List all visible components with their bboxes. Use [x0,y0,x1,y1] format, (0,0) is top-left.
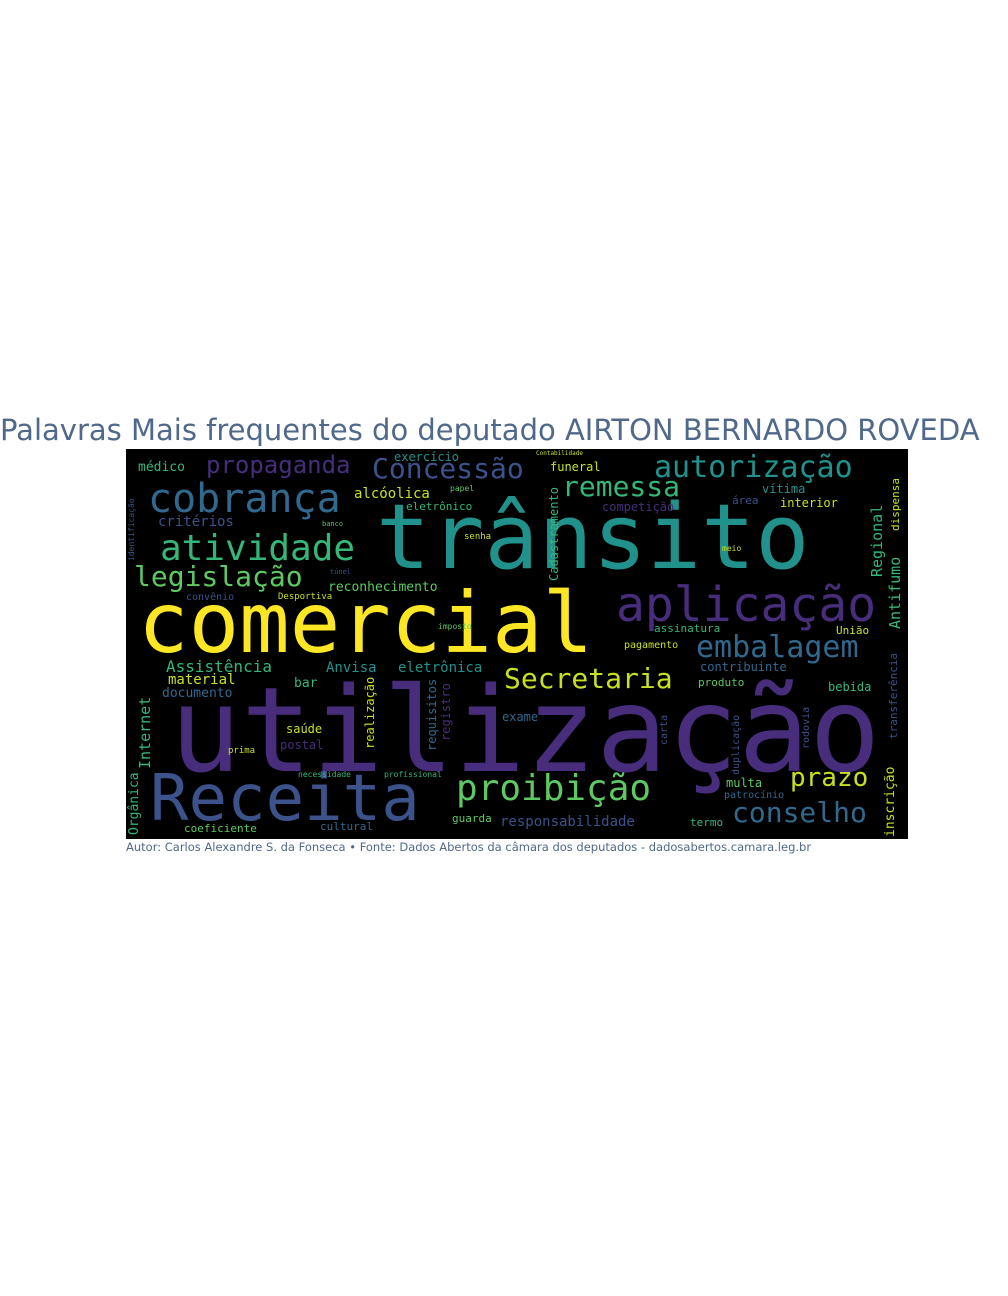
word-interior: interior [780,496,838,510]
word-alcoolica: alcóolica [354,486,430,502]
word-utilizacao: utilização [170,661,881,799]
word-criterios: critérios [158,514,234,530]
word-patrocinio: patrocínio [724,790,785,801]
word-organica: Orgânica [127,772,142,835]
word-proibicao: proibição [456,768,652,809]
word-uniao: União [836,624,870,637]
word-secretaria: Secretaria [504,662,673,695]
word-eletronica: eletrônica [398,660,483,676]
word-funeral: funeral [550,460,601,474]
chart-title: Palavras Mais frequentes do deputado AIR… [0,413,980,447]
word-identificacao: identificação [127,498,136,561]
word-receita: Receita [150,762,420,836]
word-termo: termo [690,816,724,829]
word-saude: saúde [286,722,323,736]
word-bar: bar [294,676,318,691]
word-convenio: convênio [186,592,235,603]
word-aplicacao: aplicação [616,577,877,633]
word-carta: carta [659,714,670,745]
word-papel: papel [450,484,475,493]
word-documento: documento [162,686,233,701]
word-material: material [168,672,236,688]
word-pagamento: pagamento [624,640,679,651]
word-senha: senha [464,532,492,542]
word-guarda: guarda [452,812,492,825]
word-eletronico: eletrônico [406,500,473,513]
word-comercial: comercial [138,574,594,672]
word-cadastramento: Cadastramento [547,487,561,581]
word-reconhecimento: reconhecimento [328,580,438,595]
word-registro: registro [439,683,453,741]
word-postal: postal [280,738,324,752]
word-regional: Regional [868,504,886,577]
word-desportiva: Desportiva [278,592,333,602]
word-necessidade: necessidade [298,770,351,779]
word-duplicacao: duplicação [731,714,742,775]
word-remessa: remessa [562,470,681,503]
word-dispensa: dispensa [889,478,902,531]
word-cobranca: cobrança [148,476,341,522]
word-atividade: atividade [160,528,356,569]
word-contabilidade: Contabilidade [536,450,583,457]
word-exercicio: exercício [394,450,460,464]
word-legislacao: legislação [134,560,303,593]
word-assinatura: assinatura [654,622,721,635]
word-produto: produto [698,676,745,689]
word-multa: multa [726,776,763,790]
word-competicao: competição [602,500,675,514]
word-propaganda: propaganda [206,451,351,479]
word-realizacao: realização [363,676,377,749]
word-cloud: utilização comercial trânsito Receita ap… [126,449,908,839]
word-transferencia: transferência [887,652,900,739]
word-responsabilidade: responsabilidade [500,814,635,830]
word-bebida: bebida [828,680,872,694]
word-imposto: imposto [438,622,472,631]
word-contribuinte: contribuinte [700,660,787,674]
word-medico: médico [138,460,185,475]
word-antifumo: Antifumo [886,556,904,629]
word-exame: exame [502,710,539,724]
word-internet: Internet [136,696,154,769]
word-vitima: vítima [762,482,806,496]
word-meio: meio [722,544,742,553]
word-area: área [732,494,759,507]
word-concessao: Concessão [372,452,524,485]
word-prima: prima [228,746,256,756]
word-autorizacao: autorização [654,450,853,485]
word-profissional: profissional [384,770,442,779]
word-assistencia: Assistência [166,657,272,676]
word-prazo: prazo [790,763,869,793]
word-inscricao: inscrição [883,766,898,837]
word-conselho: conselho [732,796,867,829]
word-requisitos: requisitos [425,678,439,751]
word-rodovia: rodovia [801,706,812,749]
credit-caption: Autor: Carlos Alexandre S. da Fonseca • … [126,840,812,854]
word-anvisa: Anvisa [326,660,377,676]
word-banco: banco [322,520,344,528]
word-embalagem: embalagem [696,630,859,665]
word-cultural: cultural [320,820,373,833]
word-transito: trânsito [376,485,810,590]
word-tunel: túnel [330,568,352,576]
word-coeficiente: coeficiente [184,822,257,835]
